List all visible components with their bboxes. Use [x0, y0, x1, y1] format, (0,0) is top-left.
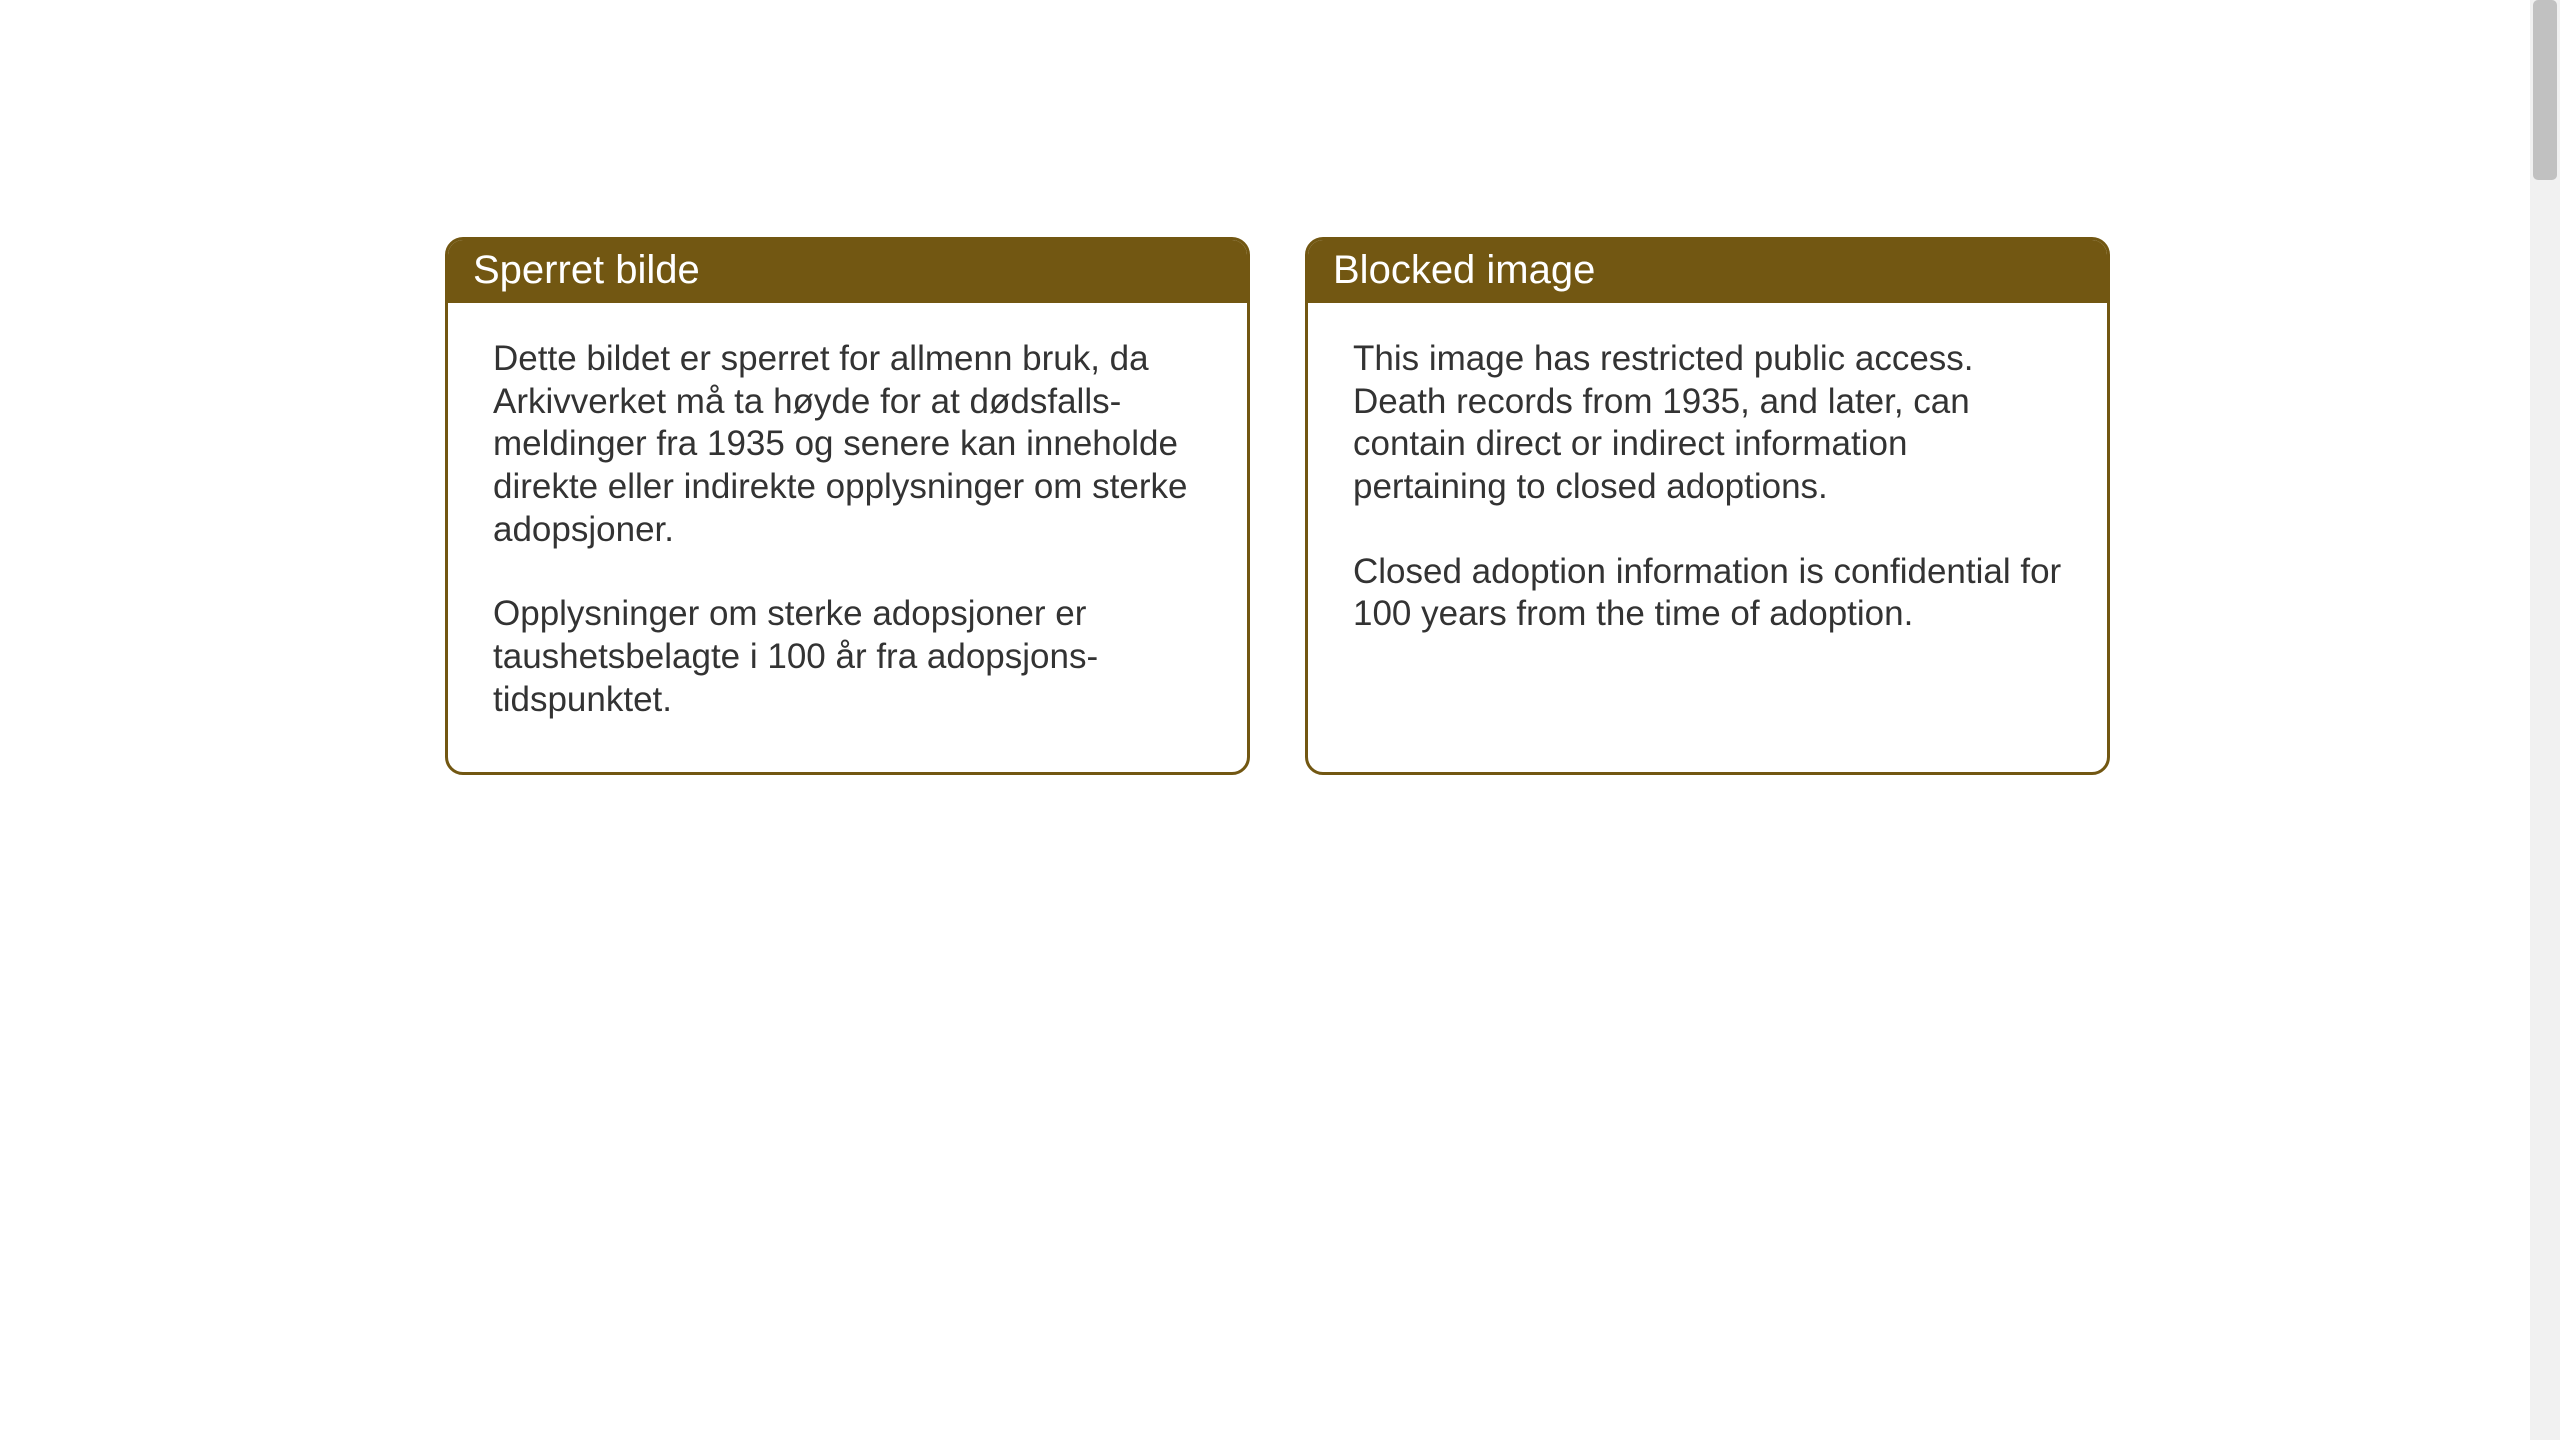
card-paragraph-2-english: Closed adoption information is confident… [1353, 551, 2062, 636]
scrollbar-thumb[interactable] [2533, 0, 2557, 180]
card-body-english: This image has restricted public access.… [1308, 303, 2107, 686]
card-paragraph-1-english: This image has restricted public access.… [1353, 338, 2062, 509]
card-header-english: Blocked image [1308, 240, 2107, 303]
card-paragraph-1-norwegian: Dette bildet er sperret for allmenn bruk… [493, 338, 1202, 551]
card-body-norwegian: Dette bildet er sperret for allmenn bruk… [448, 303, 1247, 772]
card-header-norwegian: Sperret bilde [448, 240, 1247, 303]
card-norwegian: Sperret bilde Dette bildet er sperret fo… [445, 237, 1250, 775]
scrollbar[interactable] [2530, 0, 2560, 1440]
card-english: Blocked image This image has restricted … [1305, 237, 2110, 775]
cards-container: Sperret bilde Dette bildet er sperret fo… [0, 0, 2560, 775]
card-paragraph-2-norwegian: Opplysninger om sterke adopsjoner er tau… [493, 593, 1202, 721]
